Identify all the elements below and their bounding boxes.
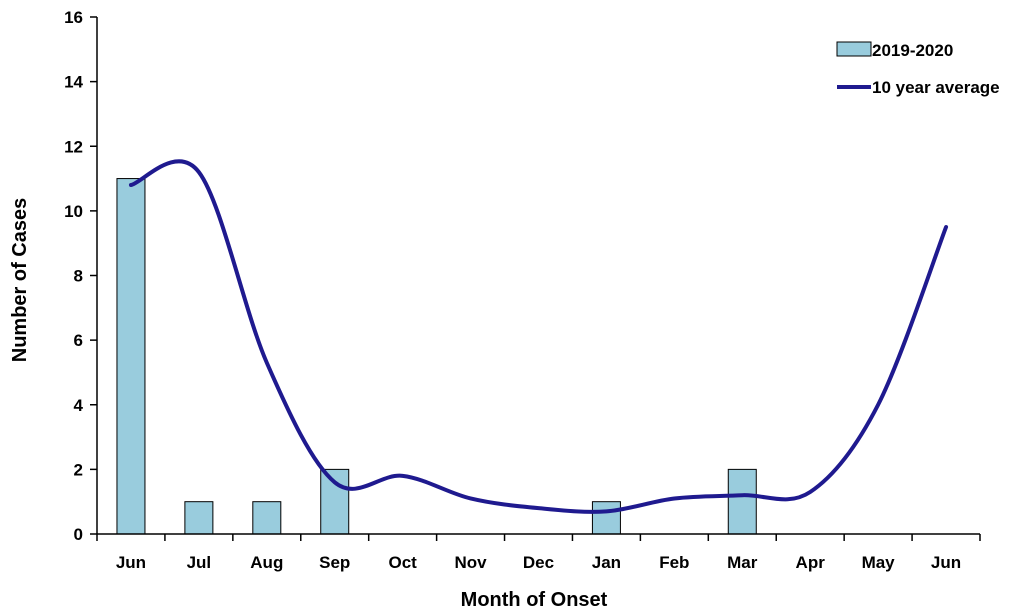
ticks-layer: 0 2 4 6 8 10 12 14 16 Jun Jul Aug Sep Oct Nov Dec Jan Feb… [64,8,981,572]
y-tick-label-0: 0 [74,525,83,544]
x-tick-label-dec-6: Dec [523,553,554,572]
x-tick-label-nov-5: Nov [455,553,488,572]
x-tick-label-sep-3: Sep [319,553,350,572]
y-tick-label-2: 2 [74,460,83,479]
average-line [128,159,949,514]
bar-mar-9 [727,468,757,535]
y-tick-label-6: 6 [74,331,83,350]
line-layer [128,159,949,514]
bar-sep-3 [320,468,350,535]
x-tick-label-jan-7: Jan [592,553,621,572]
bar-jan-7 [591,501,621,535]
x-tick-label-may-11: May [862,553,896,572]
x-tick-label-jun-0: Jun [116,553,146,572]
x-tick-label-feb-8: Feb [659,553,689,572]
bars-layer [116,178,757,535]
bar-jul-1 [184,501,214,535]
x-tick-label-apr-10: Apr [796,553,826,572]
y-tick-label-16: 16 [64,8,83,27]
y-tick-label-4: 4 [74,396,84,415]
x-tick-label-jul-1: Jul [187,553,212,572]
bar-jun-0 [116,178,146,535]
x-tick-label-jun-12: Jun [931,553,961,572]
x-axis-title: Month of Onset [461,589,608,611]
bar-aug-2 [252,501,282,535]
y-tick-label-8: 8 [74,267,83,286]
x-tick-label-oct-4: Oct [388,553,417,572]
y-axis-title: Number of Cases [9,198,31,363]
x-tick-label-mar-9: Mar [727,553,758,572]
legend-bar-label: 2019-2020 [872,41,953,60]
y-tick-label-12: 12 [64,137,83,156]
legend: 2019-2020 10 year average [836,41,1000,97]
x-tick-label-aug-2: Aug [250,553,283,572]
y-tick-label-10: 10 [64,202,83,221]
y-tick-label-14: 14 [64,73,83,92]
legend-line-label: 10 year average [872,78,1000,97]
legend-bar-swatch [836,41,872,57]
